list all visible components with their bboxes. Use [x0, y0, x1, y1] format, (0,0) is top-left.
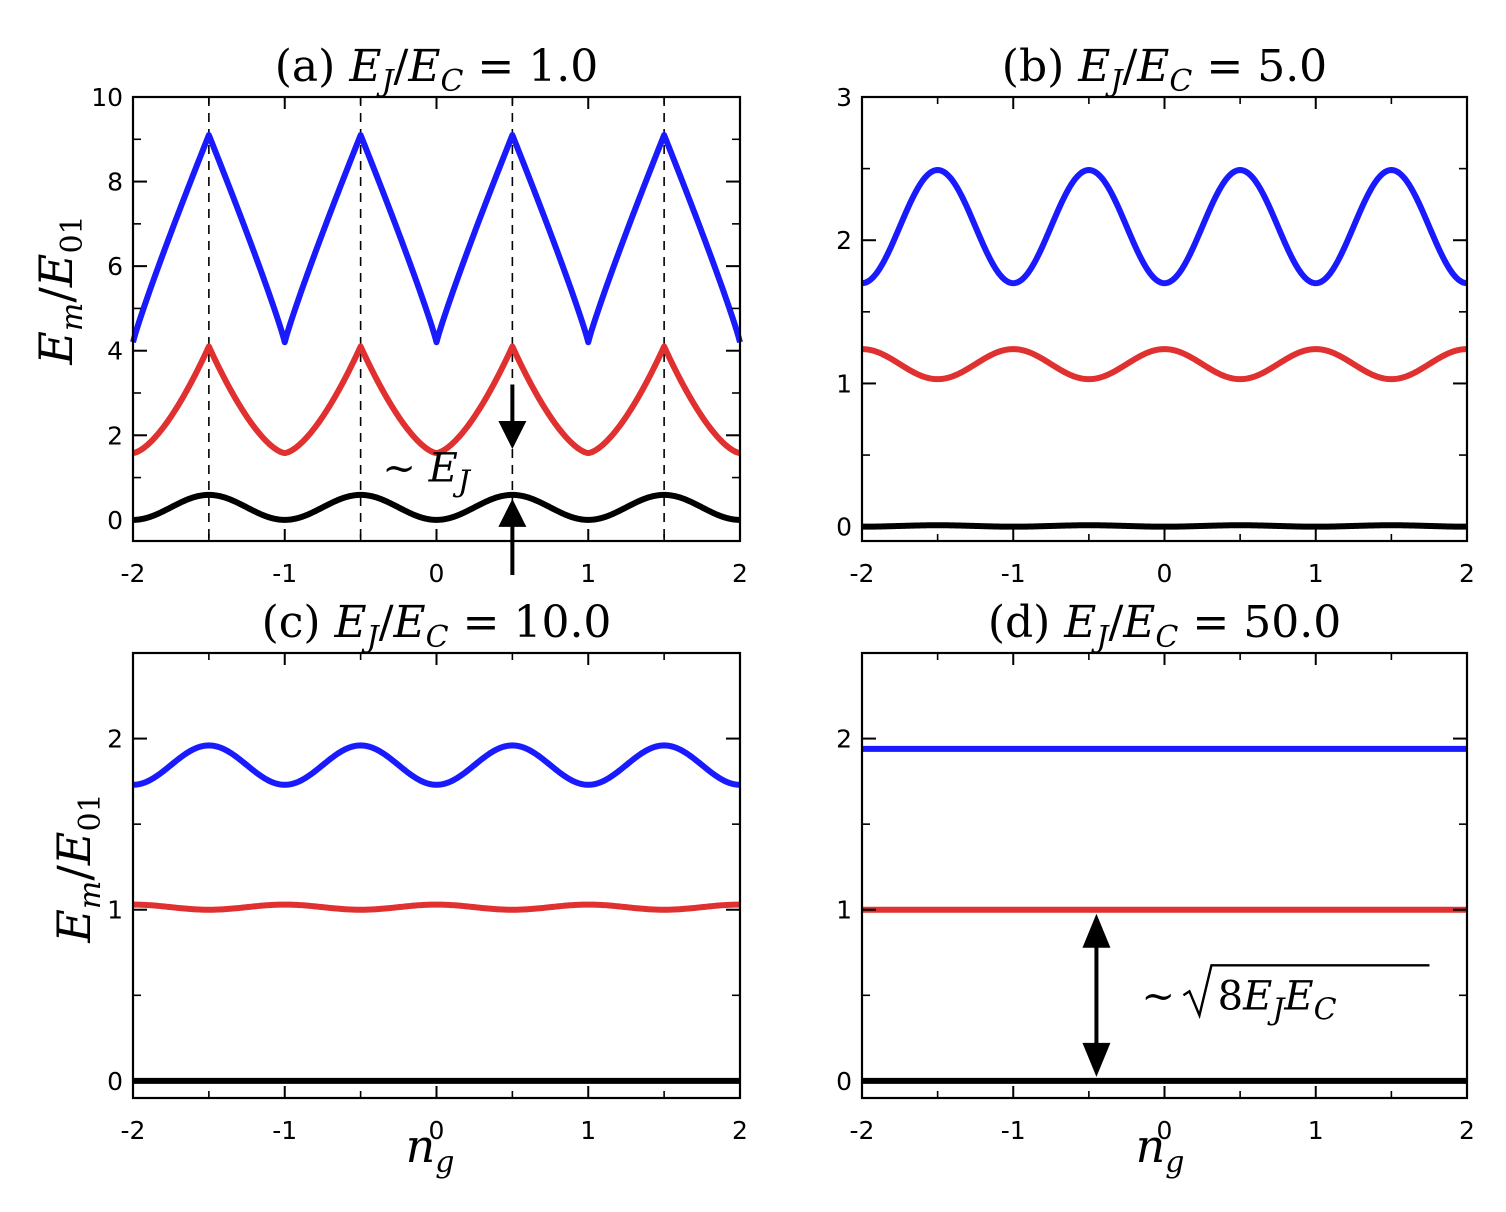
- annotation-sqrt-label: ~ 8EJEC: [1141, 973, 1336, 1027]
- panel-b-xtick-label: 1: [1308, 559, 1324, 588]
- panel-d-frame: [860, 651, 1469, 1100]
- panel-a: -2 -1 0 1 2 0 2 4 6 8 10 (a) EJ/EC = 1.0 ~ EJ: [91, 41, 748, 588]
- arrow-double-head-top: [1082, 913, 1111, 948]
- panel-d-ytick-label: 2: [836, 725, 852, 754]
- panel-b-xtick-label: -1: [1001, 559, 1026, 588]
- annotation-ej-label: ~ EJ: [382, 446, 471, 500]
- panel-c-ytick-label: 1: [107, 896, 123, 925]
- panel-a-ytick-label: 0: [107, 506, 123, 535]
- panel-b-ytick-label: 2: [836, 226, 852, 255]
- ylabel-bottom-text: Em/E01: [47, 793, 108, 943]
- panel-c-level-2-line: [131, 742, 742, 788]
- arrow-up-head: [498, 498, 527, 527]
- panel-a-xtick-label: 2: [732, 559, 748, 588]
- panel-b-frame: [860, 95, 1469, 543]
- panel-b-level-1-line: [860, 346, 1469, 383]
- panel-c-title: (c) EJ/EC = 10.0: [262, 597, 612, 655]
- panel-b-ytick-label: 1: [836, 369, 852, 398]
- panel-c-xtick-label: -2: [121, 1116, 146, 1145]
- panel-c-frame: [131, 651, 742, 1100]
- panel-a-xtick-label: -2: [121, 559, 146, 588]
- ylabel-top-text: Em/E01: [29, 215, 90, 365]
- panel-b-title: (b) EJ/EC = 5.0: [1002, 41, 1327, 99]
- panel-d-title: (d) EJ/EC = 50.0: [988, 597, 1341, 655]
- panel-c-xtick-label: 1: [580, 1116, 596, 1145]
- xlabel-left: ng: [406, 1119, 455, 1180]
- panel-a-ytick-label: 8: [107, 168, 123, 197]
- panel-a-ytick-label: 10: [91, 83, 123, 112]
- panel-d-xtick-label: 2: [1459, 1116, 1475, 1145]
- arrow-double-head-bottom: [1082, 1042, 1111, 1077]
- panel-b-ytick-label: 3: [836, 83, 852, 112]
- panel-a-xtick-label: -1: [272, 559, 297, 588]
- panel-d-xtick-label: -2: [850, 1116, 875, 1145]
- panel-c-xtick-label: 2: [732, 1116, 748, 1145]
- ylabel-bottom: Em/E01: [47, 793, 108, 943]
- panel-c: -2 -1 0 1 2 0 1 2 (c) EJ/EC = 10.0: [107, 597, 748, 1145]
- panel-c-ytick-label: 0: [107, 1067, 123, 1096]
- panel-b-xtick-label: 0: [1157, 559, 1173, 588]
- panel-d-xtick-label: -1: [1001, 1116, 1026, 1145]
- panel-b-xtick-label: -2: [850, 559, 875, 588]
- panel-a-annotation-0: ~ EJ: [382, 384, 527, 575]
- panel-a-ytick-label: 6: [107, 252, 123, 281]
- panel-c-ytick-label: 2: [107, 725, 123, 754]
- panel-b: -2 -1 0 1 2 0 1 2 3 (b) EJ/EC = 5.0: [836, 41, 1475, 588]
- ylabel-top: Em/E01: [29, 215, 90, 365]
- panel-c-level-1-line: [131, 901, 742, 913]
- panel-b-level-0-line: [860, 522, 1469, 530]
- panel-d-annotation-0: ~ 8EJEC: [1082, 913, 1430, 1077]
- panel-a-level-1-line: [131, 343, 742, 457]
- panel-d-xtick-label: 1: [1308, 1116, 1324, 1145]
- xlabel-right: ng: [1136, 1119, 1185, 1180]
- panel-b-level-2-line: [860, 167, 1469, 287]
- panel-c-xtick-label: 0: [429, 1116, 445, 1145]
- panel-d-ytick-label: 1: [836, 896, 852, 925]
- panel-c-xtick-label: -1: [272, 1116, 297, 1145]
- arrow-down-head: [498, 421, 527, 450]
- panel-d-xtick-label: 0: [1157, 1116, 1173, 1145]
- panel-a-xtick-label: 0: [429, 559, 445, 588]
- panel-b-xtick-label: 2: [1459, 559, 1475, 588]
- panel-b-ytick-label: 0: [836, 513, 852, 542]
- panel-a-xtick-label: 1: [580, 559, 596, 588]
- panel-a-ytick-label: 2: [107, 421, 123, 450]
- panel-a-level-0-line: [131, 491, 742, 523]
- panel-d-ytick-label: 0: [836, 1067, 852, 1096]
- panel-a-title: (a) EJ/EC = 1.0: [275, 41, 598, 99]
- panel-d: -2 -1 0 1 2 0 1 2 (d) EJ/EC = 50.0 ~ 8EJEC: [836, 597, 1475, 1145]
- panel-a-level-2-line: [130, 132, 743, 346]
- panel-a-ytick-label: 4: [107, 337, 123, 366]
- sqrt-sign: [1182, 964, 1430, 1020]
